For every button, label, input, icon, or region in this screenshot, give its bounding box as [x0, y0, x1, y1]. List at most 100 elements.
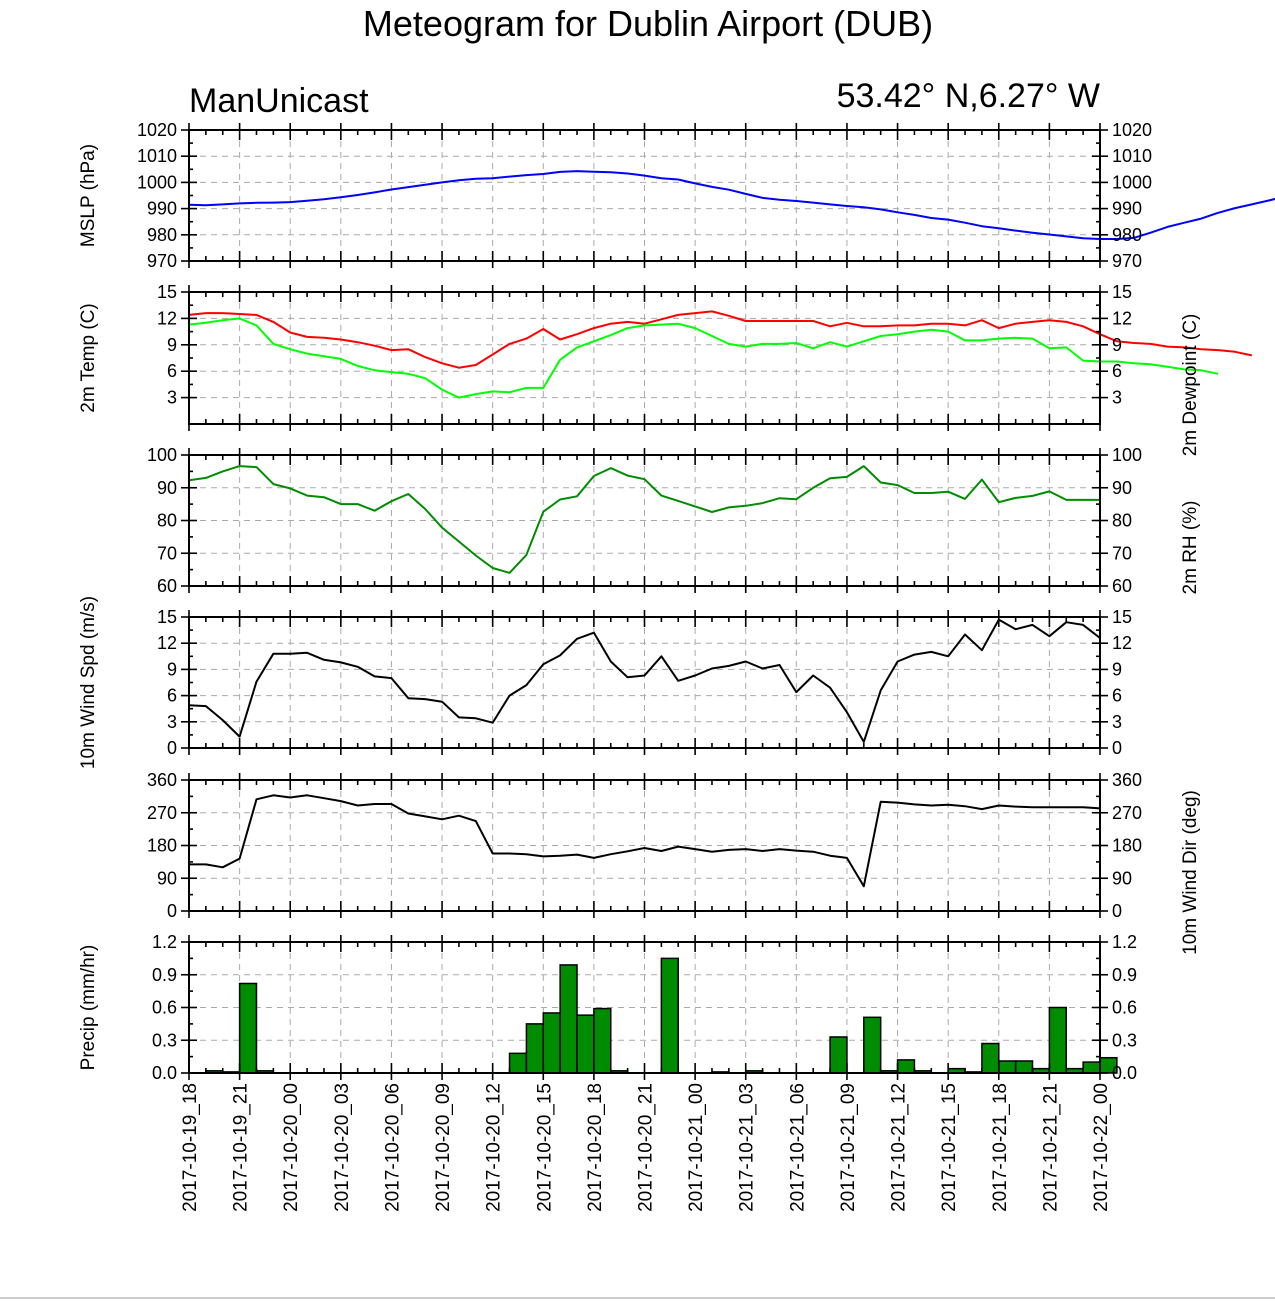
x-tick-label: 2017-10-21_18: [990, 1083, 1011, 1212]
chart-title: Meteogram for Dublin Airport (DUB): [363, 3, 933, 44]
y-axis-label-left: Precip (mm/hr): [78, 945, 99, 1071]
y-tick-label-left: 1010: [137, 146, 177, 166]
x-tick-label: 2017-10-21_21: [1040, 1083, 1061, 1212]
x-tick-label: 2017-10-20_12: [484, 1083, 505, 1212]
y-tick-label-left: 3: [167, 388, 177, 408]
y-tick-label-right: 80: [1112, 511, 1132, 531]
y-tick-label-right: 60: [1112, 576, 1132, 596]
precip-bar: [981, 1042, 1000, 1074]
y-tick-label-right: 100: [1112, 445, 1142, 465]
precip-bar: [593, 1007, 612, 1074]
y-tick-label-left: 70: [157, 543, 177, 563]
y-tick-label-right: 970: [1112, 251, 1142, 271]
precip-bar: [1082, 1061, 1101, 1074]
y-tick-label-left: 15: [157, 282, 177, 302]
y-tick-label-left: 9: [167, 335, 177, 355]
y-tick-label-right: 6: [1112, 361, 1122, 381]
y-tick-label-left: 980: [147, 225, 177, 245]
x-tick-label: 2017-10-20_06: [382, 1083, 403, 1212]
y-tick-label-left: 80: [157, 511, 177, 531]
y-tick-label-right: 3: [1112, 712, 1122, 732]
y-tick-label-left: 60: [157, 576, 177, 596]
y-tick-label-left: 970: [147, 251, 177, 271]
panel-rh: 60 60 70 70 80 80 90 90 100 100 2m RH (%): [147, 445, 1201, 596]
y-tick-label-left: 15: [157, 607, 177, 627]
y-tick-label-right: 9: [1112, 335, 1122, 355]
y-tick-label-left: 3: [167, 712, 177, 732]
precip-bar: [508, 1052, 528, 1074]
y-tick-label-right: 360: [1112, 770, 1142, 790]
precip-bar: [1014, 1060, 1034, 1074]
precip-bar: [660, 957, 679, 1074]
x-tick-label: 2017-10-19_18: [180, 1083, 201, 1212]
y-tick-label-left: 0.6: [152, 998, 177, 1018]
model-name: ManUnicast: [189, 82, 369, 120]
precip-bar: [998, 1060, 1017, 1074]
panel-mslp: 970 970 980 980 990 990 1000 1000 1010 1010 1020 10…: [78, 120, 1275, 271]
y-tick-label-left: 0.0: [152, 1063, 177, 1083]
x-tick-label: 2017-10-20_21: [636, 1083, 657, 1212]
x-tick-label: 2017-10-22_00: [1091, 1083, 1112, 1212]
precip-bar: [576, 1014, 595, 1074]
y-tick-label-right: 6: [1112, 686, 1122, 706]
y-tick-label-right: 980: [1112, 225, 1142, 245]
wspd-series-line-0: [188, 618, 1101, 743]
y-tick-label-right: 990: [1112, 199, 1142, 219]
y-tick-label-right: 15: [1112, 282, 1132, 302]
precip-bar: [525, 1023, 545, 1074]
y-tick-label-right: 0: [1112, 901, 1122, 921]
y-tick-label-right: 12: [1112, 308, 1132, 328]
x-tick-label: 2017-10-21_06: [787, 1083, 808, 1212]
wdir-series-line-0: [189, 794, 1101, 888]
x-tick-label: 2017-10-20_09: [433, 1083, 454, 1212]
y-axis-label-right: 10m Wind Dir (deg): [1180, 790, 1201, 955]
panel-precip: 0.0 0.0 0.3 0.3 0.6 0.6 0.9 0.9 1.2 1.2 Precip (mm…: [78, 932, 1137, 1083]
x-tick-label: 2017-10-20_00: [281, 1083, 302, 1212]
y-axis-label-right: 2m RH (%): [1180, 501, 1201, 595]
y-tick-label-right: 0.6: [1112, 998, 1137, 1018]
y-tick-label-left: 990: [147, 199, 177, 219]
y-tick-label-left: 180: [147, 836, 177, 856]
y-tick-label-right: 3: [1112, 388, 1122, 408]
y-tick-label-right: 12: [1112, 633, 1132, 653]
x-tick-label: 2017-10-20_15: [534, 1083, 555, 1212]
y-tick-label-right: 0.0: [1112, 1063, 1137, 1083]
precip-bar: [559, 964, 578, 1074]
y-tick-label-left: 12: [157, 308, 177, 328]
y-tick-label-right: 1020: [1112, 120, 1152, 140]
y-axis-label-left: MSLP (hPa): [78, 144, 99, 247]
y-axis-label-left: 10m Wind Spd (m/s): [78, 596, 99, 769]
y-tick-label-right: 90: [1112, 478, 1132, 498]
precip-bar: [542, 1012, 561, 1074]
panel-temp: 3 3 6 6 9 9 12 12 15 15 2m Temp (C) 2m Dewpoint (C): [78, 282, 1253, 457]
y-tick-label-left: 1020: [137, 120, 177, 140]
y-tick-label-right: 9: [1112, 659, 1122, 679]
x-tick-label: 2017-10-20_18: [585, 1083, 606, 1212]
panel-wdir: 0 0 90 90 180 180 270 270 360 360 10m Wind Dir (de…: [147, 770, 1201, 955]
x-tick-label: 2017-10-21_00: [686, 1083, 707, 1212]
temp-series-line-0: [188, 310, 1253, 369]
x-tick-label: 2017-10-21_09: [838, 1083, 859, 1212]
precip-bar: [1048, 1006, 1068, 1074]
y-axis-label-right: 2m Dewpoint (C): [1180, 314, 1201, 457]
y-tick-label-left: 12: [157, 633, 177, 653]
temp-series-line-1: [188, 317, 1219, 399]
y-tick-label-left: 270: [147, 803, 177, 823]
y-tick-label-right: 1.2: [1112, 932, 1137, 952]
y-tick-label-left: 9: [167, 659, 177, 679]
y-tick-label-right: 0.9: [1112, 965, 1137, 985]
y-tick-label-right: 0: [1112, 738, 1122, 758]
y-tick-label-right: 1000: [1112, 172, 1152, 192]
y-tick-label-right: 1010: [1112, 146, 1152, 166]
y-tick-label-left: 0: [167, 901, 177, 921]
y-tick-label-left: 6: [167, 361, 177, 381]
y-tick-label-right: 15: [1112, 607, 1132, 627]
y-tick-label-left: 0.9: [152, 965, 177, 985]
y-tick-label-left: 1000: [137, 172, 177, 192]
location-coordinates: 53.42° N,6.27° W: [837, 77, 1100, 115]
precip-bar: [238, 982, 258, 1074]
y-tick-label-right: 0.3: [1112, 1030, 1137, 1050]
y-tick-label-left: 1.2: [152, 932, 177, 952]
